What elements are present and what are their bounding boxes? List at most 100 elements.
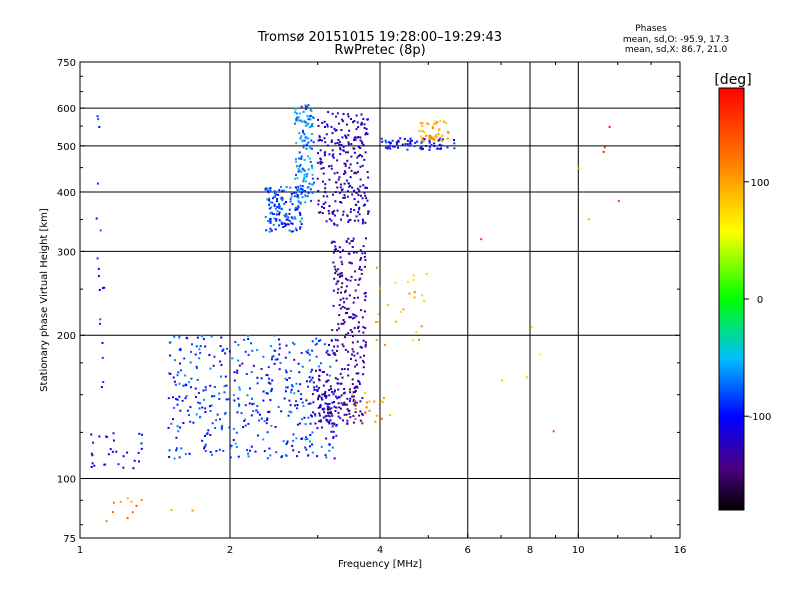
data-point	[306, 173, 309, 175]
data-point	[320, 445, 323, 448]
data-point	[436, 121, 439, 124]
data-point	[317, 118, 319, 121]
data-point	[283, 397, 286, 400]
data-point	[336, 280, 339, 283]
data-point	[260, 367, 263, 370]
data-point	[269, 201, 272, 204]
data-point	[327, 412, 330, 415]
data-point	[331, 240, 334, 243]
data-point	[304, 121, 307, 124]
data-point	[289, 197, 292, 200]
data-point	[297, 119, 299, 122]
data-point	[339, 251, 342, 254]
data-point	[346, 113, 349, 116]
data-point	[363, 191, 366, 194]
data-point	[325, 456, 328, 459]
data-point	[184, 453, 187, 456]
data-point	[309, 161, 312, 163]
data-point	[221, 349, 224, 352]
data-point	[347, 134, 350, 137]
data-point	[349, 416, 352, 419]
data-point	[297, 190, 300, 193]
data-point	[112, 432, 115, 435]
data-point	[325, 133, 328, 136]
data-point	[336, 142, 339, 144]
data-point	[359, 185, 362, 188]
data-point	[328, 374, 331, 377]
data-point	[326, 373, 329, 376]
data-point	[282, 226, 285, 228]
x-tick-label: 16	[674, 545, 687, 556]
data-point	[342, 403, 345, 406]
data-point	[228, 350, 231, 353]
data-point	[343, 170, 346, 173]
data-point	[303, 159, 306, 161]
data-point	[286, 386, 289, 389]
data-point	[265, 422, 268, 425]
data-point	[222, 348, 225, 351]
data-point	[351, 395, 354, 398]
data-point	[323, 207, 325, 210]
data-point	[298, 211, 301, 214]
data-point	[106, 436, 109, 439]
data-point	[423, 131, 426, 134]
data-point	[348, 316, 351, 319]
data-point	[260, 377, 263, 380]
data-point	[335, 270, 338, 273]
data-point	[256, 349, 259, 352]
data-point	[274, 358, 277, 361]
data-point	[365, 197, 368, 200]
data-point	[308, 126, 311, 129]
data-point	[296, 455, 299, 458]
stats-heading: Phases	[635, 24, 667, 34]
data-point	[355, 315, 358, 318]
data-point	[298, 151, 301, 154]
colorbar-tick-label: -100	[749, 412, 772, 423]
data-point	[99, 318, 102, 321]
data-point	[333, 240, 336, 243]
data-point	[191, 509, 194, 512]
data-point	[322, 195, 325, 198]
data-point	[340, 402, 343, 405]
data-point	[189, 361, 192, 364]
data-point	[337, 323, 340, 326]
data-point	[336, 382, 339, 385]
data-point	[262, 438, 265, 441]
data-point	[190, 386, 192, 389]
data-point	[317, 124, 320, 127]
data-point	[345, 333, 348, 336]
data-point	[359, 136, 362, 139]
data-point	[300, 438, 303, 441]
data-point	[326, 195, 329, 198]
data-point	[246, 394, 249, 397]
y-tick-label: 300	[57, 247, 76, 258]
data-point	[315, 389, 318, 392]
data-point	[347, 237, 350, 240]
data-point	[294, 186, 297, 189]
data-point	[327, 111, 330, 113]
data-point	[340, 322, 343, 325]
data-point	[265, 392, 268, 395]
data-point	[361, 218, 364, 221]
data-point	[278, 347, 281, 350]
data-point	[294, 227, 297, 230]
data-point	[397, 140, 400, 143]
data-point	[264, 187, 267, 190]
data-point	[263, 420, 266, 423]
data-point	[291, 217, 294, 220]
data-point	[383, 343, 386, 346]
data-point	[194, 387, 197, 390]
data-point	[208, 405, 211, 408]
data-point	[269, 399, 272, 401]
data-point	[453, 142, 456, 145]
data-point	[204, 407, 207, 410]
data-point	[314, 413, 316, 416]
data-point	[266, 431, 269, 434]
data-point	[308, 445, 311, 448]
data-point	[357, 372, 360, 375]
data-point	[291, 222, 294, 225]
data-point	[340, 144, 343, 146]
data-point	[362, 339, 365, 342]
data-point	[266, 190, 269, 193]
data-point	[335, 129, 338, 132]
